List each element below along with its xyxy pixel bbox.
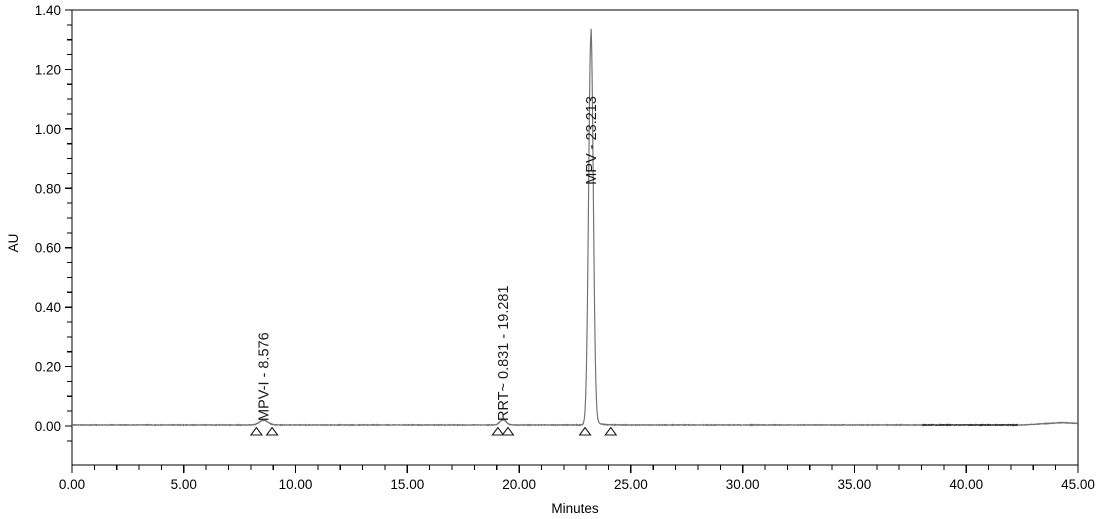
- x-tick-label: 0.00: [59, 477, 85, 492]
- integration-end-marker: [501, 426, 515, 436]
- integration-end-marker: [604, 426, 618, 436]
- y-tick-label: 0.60: [35, 241, 61, 256]
- x-tick-label: 10.00: [279, 477, 313, 492]
- x-tick-label: 35.00: [838, 477, 872, 492]
- peak-label: MPV-I - 8.576: [257, 332, 273, 421]
- peak-labels: MPV-I - 8.576 RRT~ 0.831 - 19.281 MPV - 23…: [257, 96, 600, 421]
- x-tick-label: 20.00: [502, 477, 536, 492]
- y-tick-label: 1.00: [35, 122, 61, 137]
- y-axis: 0.00 0.20 0.40 0.60 0.80 1.00 1.20 1.40: [35, 3, 72, 442]
- signal-trace: [71, 28, 1079, 427]
- y-tick-label: 1.20: [35, 62, 61, 77]
- y-tick-label: 0.20: [35, 360, 61, 375]
- x-axis-title: Minutes: [551, 501, 599, 516]
- signal-trace-segment: [921, 423, 1018, 427]
- y-tick-label: 0.40: [35, 300, 61, 315]
- x-tick-label: 5.00: [171, 477, 197, 492]
- x-tick-label: 45.00: [1061, 477, 1095, 492]
- y-axis-title: AU: [6, 234, 21, 253]
- y-tick-label: 0.80: [35, 181, 61, 196]
- integration-start-marker: [249, 426, 264, 436]
- plot-frame: [71, 9, 1079, 466]
- x-tick-label: 40.00: [949, 477, 983, 492]
- chromatogram-trace: [71, 28, 1079, 427]
- x-tick-label: 25.00: [614, 477, 648, 492]
- y-tick-label: 0.00: [35, 419, 61, 434]
- integration-markers: [249, 426, 618, 436]
- peak-label: RRT~ 0.831 - 19.281: [496, 285, 512, 421]
- integration-start-marker: [578, 426, 592, 436]
- integration-end-marker: [265, 426, 279, 436]
- x-axis: 0.00 5.00 10.00 15.00 20.00 25.00 30.00 35.00 40…: [59, 465, 1095, 492]
- x-tick-label: 15.00: [390, 477, 424, 492]
- peak-label: MPV - 23.213: [584, 96, 600, 185]
- y-tick-label: 1.40: [35, 3, 61, 18]
- integration-start-marker: [491, 426, 505, 436]
- x-tick-label: 30.00: [726, 477, 760, 492]
